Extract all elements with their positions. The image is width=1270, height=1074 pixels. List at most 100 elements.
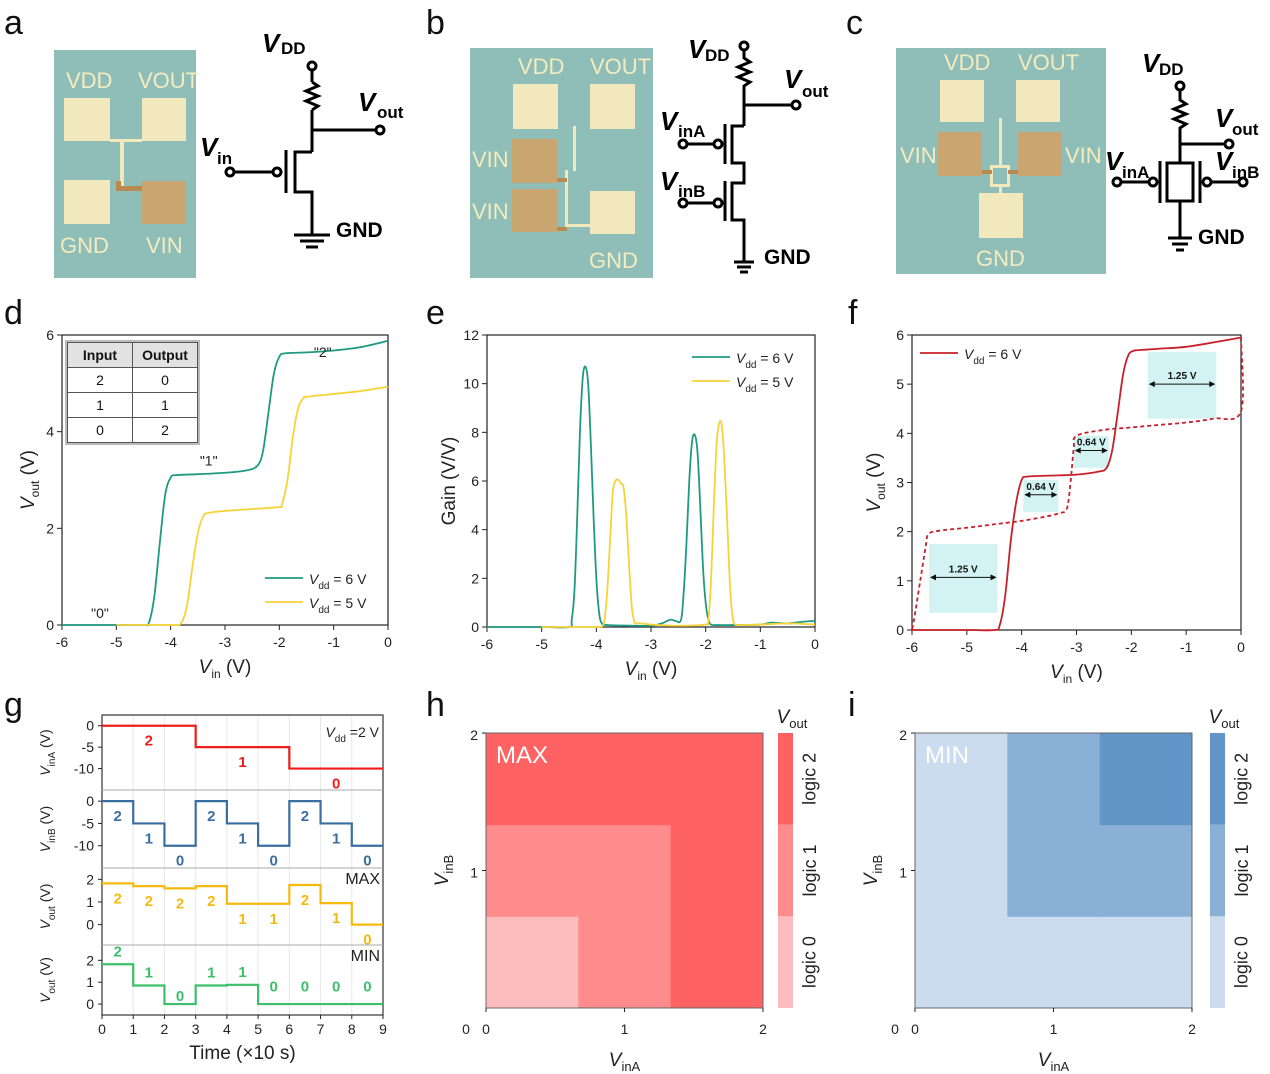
- step-trace: [102, 724, 383, 770]
- y-tick-label: -10: [74, 838, 94, 854]
- schem-c-vdd: V: [1142, 48, 1162, 78]
- x-tick-label: -4: [1015, 639, 1028, 655]
- heatmap-title: MIN: [925, 742, 969, 769]
- truth-table-header-output: Output: [132, 342, 198, 368]
- logic-label: 0: [301, 979, 309, 996]
- series-line-vdd6: [487, 365, 816, 629]
- schem-c-gnd: GND: [1198, 226, 1245, 249]
- x-tick-label: 0: [98, 1021, 106, 1037]
- logic-label: 1: [238, 911, 246, 928]
- hysteresis-label: 0.64 V: [1026, 482, 1055, 493]
- logic-label: 0: [363, 979, 371, 996]
- schem-b-gnd: GND: [764, 246, 811, 269]
- x-tick-label: -4: [590, 636, 603, 652]
- y-tick-label: 2: [471, 570, 479, 586]
- origin-tick-label: 0: [462, 1021, 470, 1037]
- x-tick-label: -5: [110, 634, 123, 650]
- schem-c-vina: V: [1105, 146, 1125, 176]
- logic-label: 1: [207, 964, 215, 981]
- x-axis-label: Time (×10 s): [189, 1043, 295, 1064]
- arrow-head-left: [1024, 491, 1031, 498]
- x-tick-label: -1: [327, 634, 340, 650]
- y-tick-label: 2: [86, 871, 94, 887]
- logic-label: 2: [113, 890, 121, 907]
- schem-b-vinb-sub: inB: [678, 182, 705, 201]
- heatmap-cell: [1007, 824, 1101, 917]
- x-tick-label: 9: [379, 1021, 387, 1037]
- x-tick-label: 7: [317, 1021, 325, 1037]
- colorbar-label: logic 1: [800, 844, 820, 896]
- step-trace: [102, 963, 383, 1006]
- logic-label: 2: [301, 808, 309, 825]
- arrow-head-right: [1051, 491, 1058, 498]
- schem-b-vina: V: [660, 106, 680, 136]
- x-tick-label: -6: [481, 636, 494, 652]
- x-axis-label: VinA: [609, 1050, 641, 1074]
- heatmap-cell: [1007, 916, 1101, 1009]
- heatmap-cell: [670, 916, 764, 1009]
- truth-table-cell: 0: [67, 417, 133, 443]
- colorbar-title: Vout: [1209, 707, 1240, 731]
- y-tick-label: 5: [896, 376, 904, 392]
- colorbar-label: logic 2: [800, 753, 820, 805]
- chip-c-label-vdd: VDD: [944, 50, 990, 75]
- schematic-a: [224, 60, 386, 249]
- logic-label: 1: [332, 910, 340, 927]
- chip-c-label-vin2: VIN: [1065, 143, 1102, 168]
- legend-label: Vdd = 6 V: [964, 346, 1022, 367]
- logic-label: 0: [270, 979, 278, 996]
- step-trace: [102, 882, 383, 926]
- y-axis-label: Vout (V): [37, 957, 58, 1003]
- x-axis-label: Vin (V): [1050, 662, 1103, 686]
- schem-a-gnd: GND: [336, 219, 383, 242]
- x-tick-label: 2: [759, 1021, 767, 1037]
- arrow-head-left: [1148, 381, 1155, 388]
- y-axis-label: VinB (V): [37, 806, 58, 852]
- schem-b-vout-sub: out: [802, 82, 829, 101]
- x-tick-label: -3: [219, 634, 232, 650]
- heatmap-cell: [670, 824, 764, 917]
- logic-label: 2: [113, 943, 121, 960]
- schem-b-vina-sub: inA: [678, 122, 705, 141]
- panel-label-c: c: [846, 4, 863, 42]
- x-axis-label: Vin (V): [199, 657, 252, 681]
- chip-b-label-vdd: VDD: [518, 54, 564, 79]
- y-axis-label: VinA (V): [37, 729, 58, 775]
- logic-label: 0: [363, 932, 371, 949]
- chip-label-vout: VOUT: [138, 68, 199, 93]
- y-tick-label: 0: [46, 617, 54, 633]
- panel-label-b: b: [426, 4, 445, 42]
- truth-table-row: 1 1: [67, 392, 198, 418]
- logic-label: 2: [301, 892, 309, 909]
- heatmap-title: MAX: [496, 742, 548, 769]
- logic-label: 2: [207, 893, 215, 910]
- y-tick-label: 2: [899, 727, 907, 743]
- heatmap-cell: [915, 824, 1008, 917]
- schem-a-vin-sub: in: [217, 149, 232, 168]
- x-tick-label: 2: [1188, 1021, 1196, 1037]
- y-tick-label: 0: [86, 917, 94, 933]
- x-tick-label: -1: [1180, 639, 1193, 655]
- x-tick-label: -2: [273, 634, 286, 650]
- panel-label-f: f: [848, 294, 858, 332]
- heatmap-cell: [1099, 916, 1193, 1009]
- y-tick-label: 6: [471, 473, 479, 489]
- mode-annotation: MAX: [345, 871, 380, 888]
- x-tick-label: 0: [384, 634, 392, 650]
- y-tick-label: 1: [86, 894, 94, 910]
- chip-c-label-gnd: GND: [976, 246, 1025, 271]
- chip-c-label-vin1: VIN: [900, 143, 937, 168]
- y-tick-label: 1: [899, 865, 907, 881]
- schem-c-vout: V: [1215, 103, 1235, 133]
- x-tick-label: 0: [1237, 639, 1245, 655]
- y-tick-label: 4: [46, 424, 54, 440]
- x-tick-label: 0: [811, 636, 819, 652]
- y-tick-label: 0: [86, 718, 94, 734]
- logic-label: 0: [176, 988, 184, 1005]
- schem-a-vout-sub: out: [377, 103, 404, 122]
- legend-label: Vdd = 6 V: [309, 571, 367, 592]
- logic-label: 1: [332, 830, 340, 847]
